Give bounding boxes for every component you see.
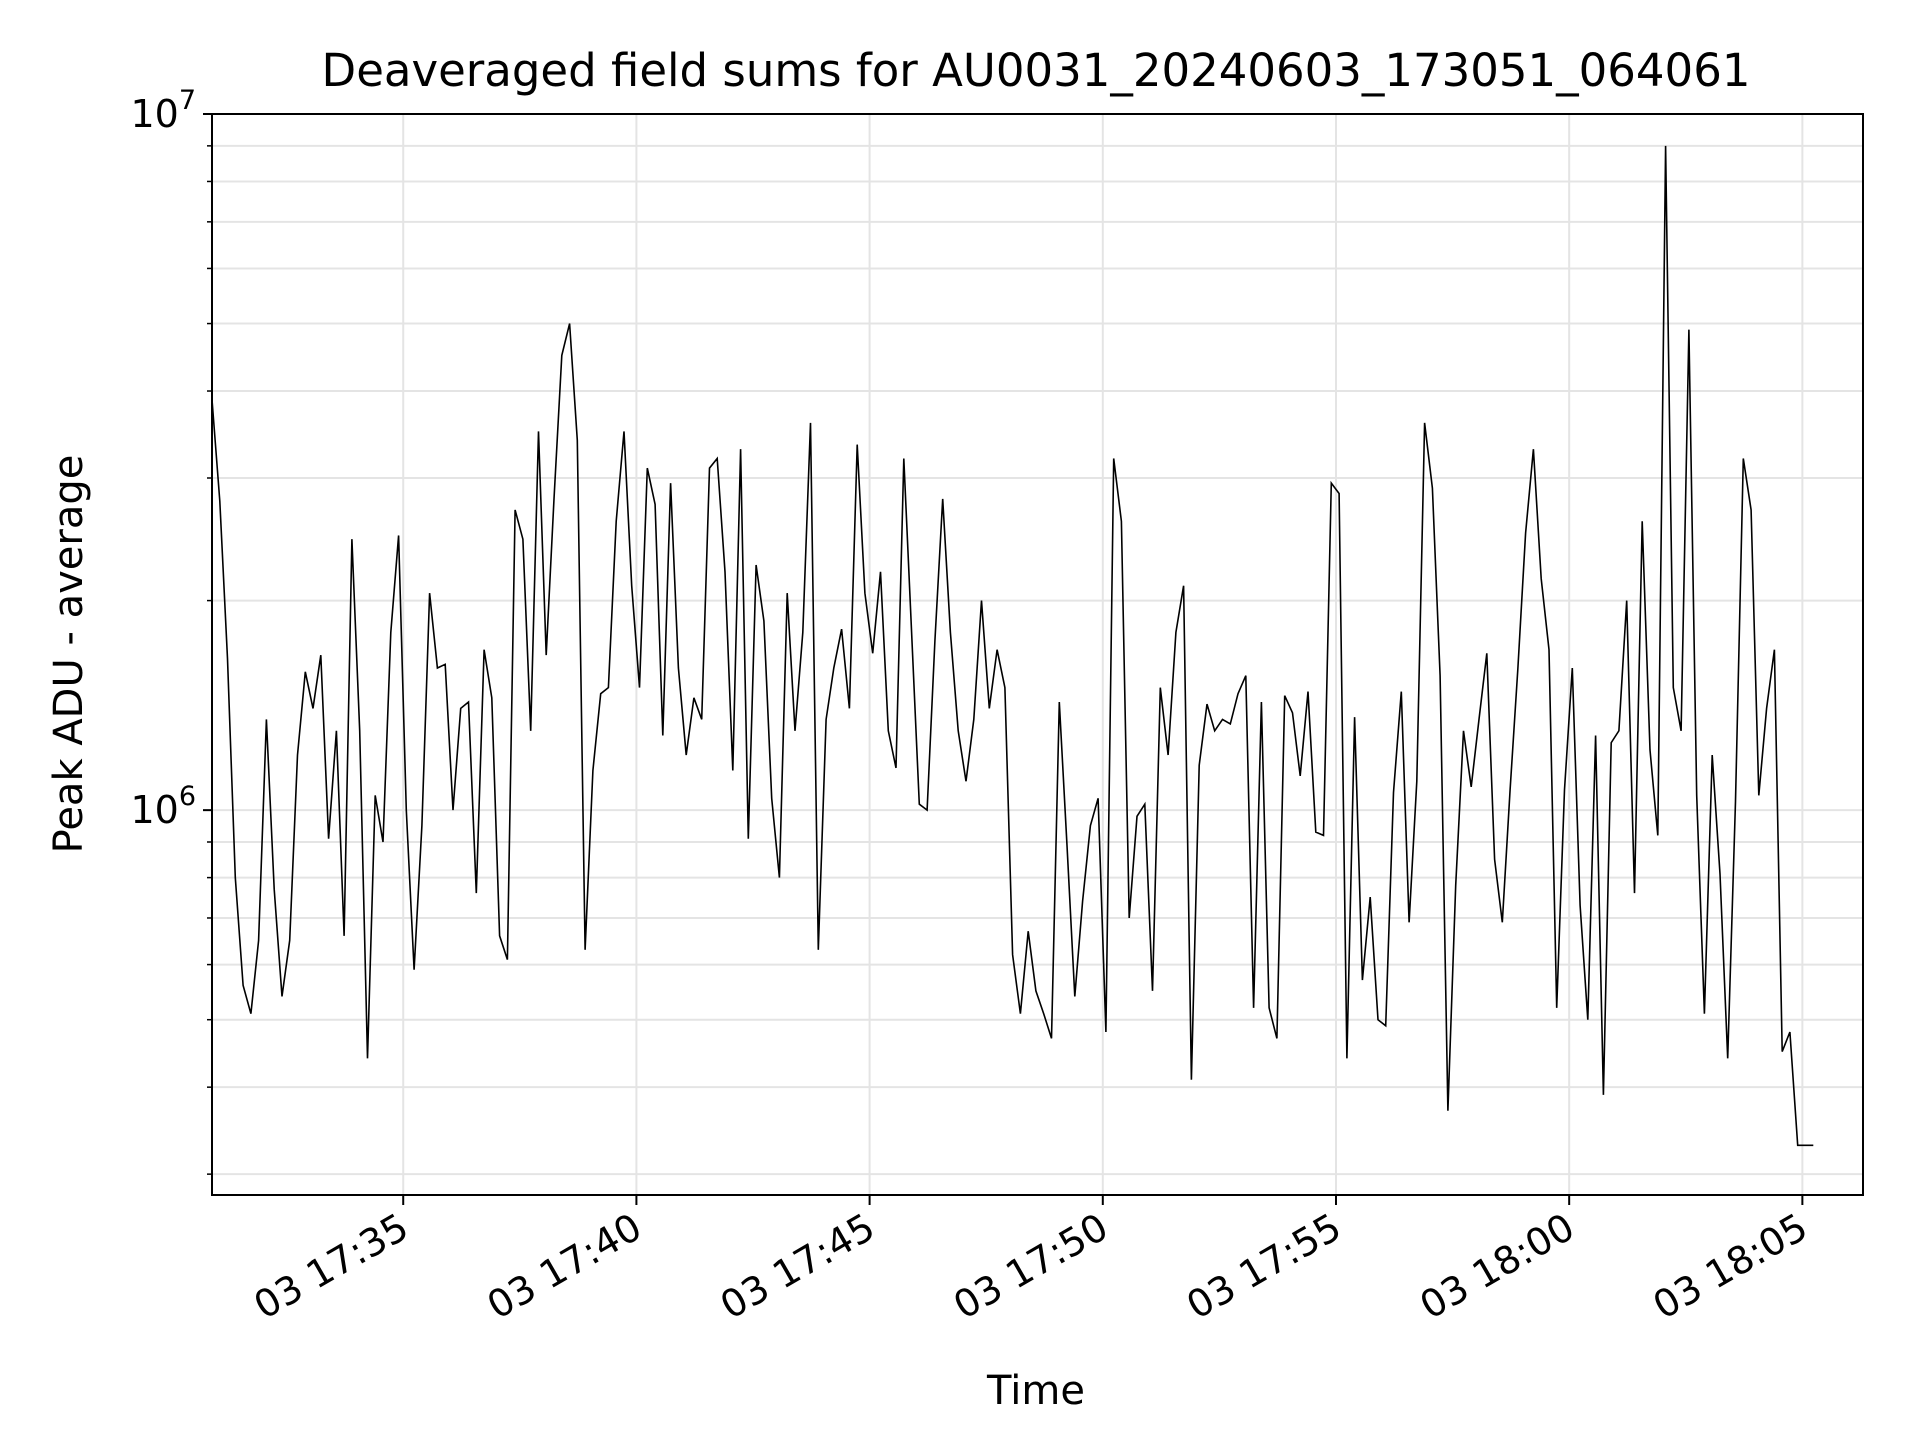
grid — [212, 113, 1863, 1195]
series-group — [211, 145, 1814, 1147]
y-tick-label: 106 — [130, 781, 196, 832]
y-tick-label: 107 — [130, 85, 196, 136]
y-axis-label: Peak ADU - average — [46, 455, 92, 854]
plot-frame — [211, 113, 1864, 1196]
series-line — [211, 145, 1814, 1147]
x-axis-label: Time — [986, 1368, 1085, 1414]
chart-title: Deaveraged field sums for AU0031_2024060… — [322, 44, 1751, 97]
